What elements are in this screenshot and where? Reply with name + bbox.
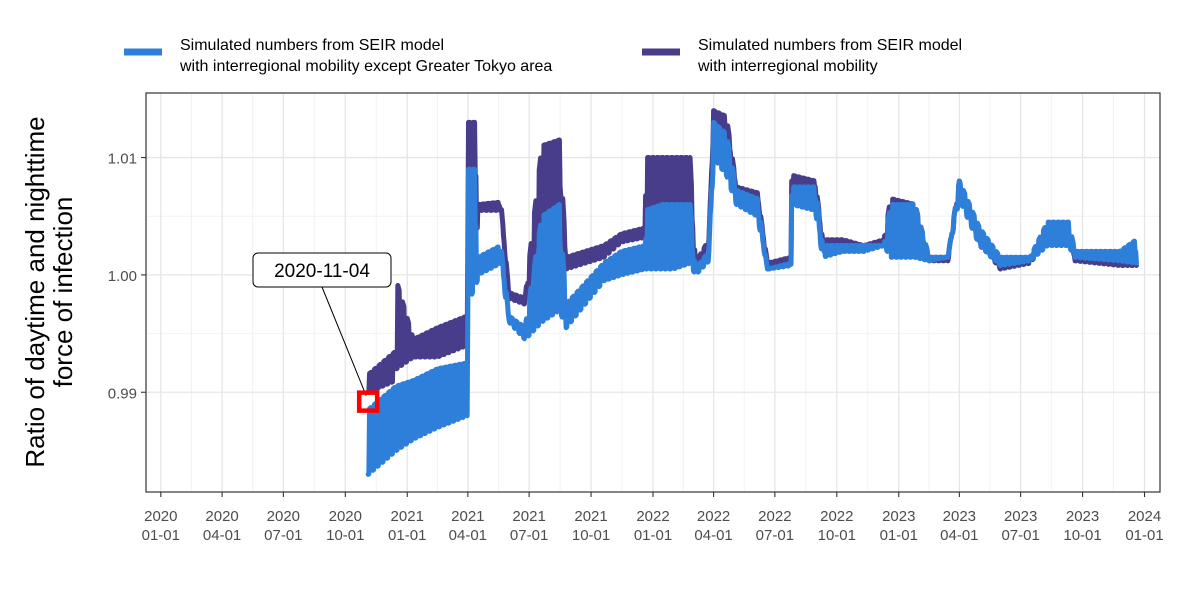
x-tick-monthday: 10-01: [326, 527, 364, 544]
x-tick-label: 2022 01-01: [634, 508, 672, 544]
x-tick-label: 2023 01-01: [880, 508, 918, 544]
x-tick-monthday: 04-01: [694, 527, 732, 544]
x-tick-monthday: 10-01: [572, 527, 610, 544]
series-line-1: [365, 119, 1139, 477]
x-tick-year: 2023: [882, 508, 915, 525]
x-tick-year: 2023: [1004, 508, 1037, 525]
x-tick-label: 2023 07-01: [1001, 508, 1039, 544]
x-tick-year: 2022: [758, 508, 791, 525]
legend-label-0: Simulated numbers from SEIR model with in…: [697, 37, 962, 75]
x-tick-monthday: 04-01: [449, 527, 487, 544]
x-tick-label: 2021 04-01: [449, 508, 487, 544]
x-tick-year: 2020: [144, 508, 177, 525]
y-axis-title-line: force of infection: [48, 197, 78, 388]
x-tick-label: 2023 10-01: [1063, 508, 1101, 544]
x-tick-year: 2021: [512, 508, 545, 525]
y-tick-label: 1.01: [108, 151, 137, 168]
x-tick-year: 2021: [451, 508, 484, 525]
x-tick-monthday: 10-01: [1063, 527, 1101, 544]
x-tick-year: 2024: [1128, 508, 1161, 525]
x-tick-year: 2020: [329, 508, 362, 525]
x-tick-label: 2020 01-01: [142, 508, 180, 544]
annotation-box: [252, 252, 392, 288]
x-tick-label: 2020 10-01: [326, 508, 364, 544]
x-tick-monthday: 04-01: [940, 527, 978, 544]
x-tick-label: 2024 01-01: [1125, 508, 1163, 544]
series-bands: [365, 108, 1139, 477]
x-tick-label: 2022 07-01: [756, 508, 794, 544]
x-tick-year: 2022: [820, 508, 853, 525]
y-tick-label: 0.99: [108, 385, 137, 402]
x-tick-year: 2021: [574, 508, 607, 525]
x-tick-monthday: 10-01: [818, 527, 856, 544]
gridlines: [146, 93, 1160, 492]
legend: Simulated numbers from SEIR model with in…: [124, 37, 962, 75]
x-tick-label: 2020 04-01: [203, 508, 241, 544]
annotation: 2020-11-04: [252, 252, 392, 413]
x-tick-monthday: 01-01: [142, 527, 180, 544]
x-tick-monthday: 07-01: [1001, 527, 1039, 544]
x-tick-monthday: 07-01: [510, 527, 548, 544]
x-tick-monthday: 01-01: [880, 527, 918, 544]
x-tick-year: 2022: [636, 508, 669, 525]
annotation-marker: [356, 390, 380, 413]
x-tick-label: 2023 04-01: [940, 508, 978, 544]
x-tick-label: 2021 01-01: [388, 508, 426, 544]
x-tick-monthday: 01-01: [1125, 527, 1163, 544]
plot-panel: 2020-11-04: [145, 92, 1161, 493]
annotation-label: 2020-11-04: [274, 261, 370, 282]
x-tick-label: 2021 10-01: [572, 508, 610, 544]
x-tick-monthday: 01-01: [634, 527, 672, 544]
legend-label-line: Simulated numbers from SEIR model: [698, 37, 962, 54]
y-axis-label: Ratio of daytime and nighttimeforce of i…: [20, 116, 78, 467]
x-tick-year: 2021: [391, 508, 424, 525]
x-tick-label: 2021 07-01: [510, 508, 548, 544]
y-axis-ticks: 0.99 1.00 1.01: [108, 151, 146, 402]
x-tick-year: 2023: [943, 508, 976, 525]
annotation-pointer: [321, 286, 367, 396]
legend-label-line: Simulated numbers from SEIR model: [180, 37, 444, 54]
y-axis-title: Ratio of daytime and nighttimeforce of i…: [20, 116, 78, 467]
legend-label-line: with interregional mobility except Great…: [179, 58, 552, 75]
x-tick-year: 2020: [205, 508, 238, 525]
y-tick-label: 1.00: [108, 268, 137, 285]
x-tick-year: 2022: [697, 508, 730, 525]
x-tick-label: 2022 10-01: [818, 508, 856, 544]
x-tick-monthday: 04-01: [203, 527, 241, 544]
x-tick-monthday: 07-01: [756, 527, 794, 544]
legend-label-line: with interregional mobility: [697, 58, 878, 75]
x-tick-label: 2022 04-01: [694, 508, 732, 544]
x-tick-label: 2020 07-01: [264, 508, 302, 544]
x-tick-monthday: 07-01: [264, 527, 302, 544]
y-axis-title-line: Ratio of daytime and nighttime: [20, 116, 50, 467]
x-tick-year: 2023: [1066, 508, 1099, 525]
legend-label-1: Simulated numbers from SEIR model with in…: [179, 37, 552, 75]
x-tick-year: 2020: [267, 508, 300, 525]
x-tick-monthday: 01-01: [388, 527, 426, 544]
